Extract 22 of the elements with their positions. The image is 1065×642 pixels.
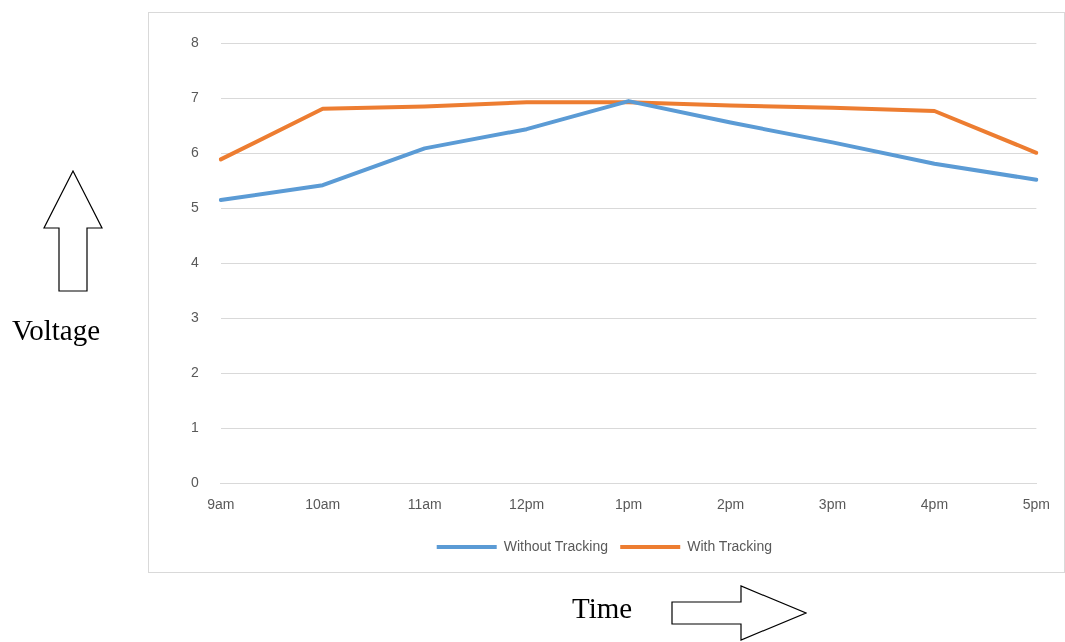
x-tick-label: 5pm — [1022, 496, 1050, 513]
y-tick-label: 0 — [190, 474, 199, 491]
y-tick-label: 6 — [190, 144, 199, 161]
y-tick-label: 1 — [190, 419, 199, 436]
y-tick-label: 3 — [190, 309, 199, 326]
x-axis-title: Time — [572, 592, 633, 625]
y-tick-label: 4 — [190, 254, 199, 271]
x-tick-label: 4pm — [920, 496, 949, 513]
x-tick-label: 10am — [305, 496, 341, 513]
y-tick-label: 2 — [190, 364, 199, 381]
y-tick-label: 5 — [190, 199, 199, 216]
x-tick-label: 12pm — [509, 496, 545, 513]
x-tick-label: 11am — [407, 496, 442, 513]
x-tick-label: 1pm — [614, 496, 643, 513]
y-tick-label: 8 — [190, 34, 199, 51]
x-tick-label: 9am — [207, 496, 235, 513]
legend-label: With Tracking — [687, 537, 773, 554]
x-tick-label: 3pm — [818, 496, 847, 513]
legend-label: Without Tracking — [503, 537, 608, 554]
y-axis-title: Voltage — [12, 314, 101, 347]
y-tick-label: 7 — [190, 89, 199, 106]
x-tick-label: 2pm — [716, 496, 745, 513]
